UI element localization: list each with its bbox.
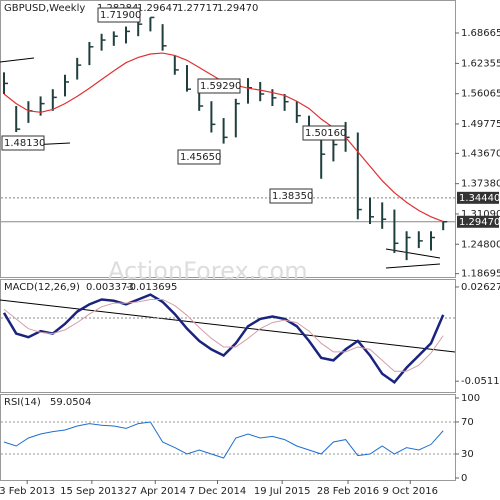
annotation-box bbox=[197, 78, 241, 94]
annotation: 1.71900 bbox=[100, 10, 141, 21]
y-tick-label: 1.43670 bbox=[461, 148, 500, 159]
trendline bbox=[0, 299, 456, 353]
y-tick-label: 1.56065 bbox=[461, 89, 500, 100]
annotation-box bbox=[1, 135, 45, 151]
y-tick-label: 1.31090 bbox=[461, 209, 500, 220]
annotation-box bbox=[302, 125, 346, 141]
y-tick-label: 0.026276 bbox=[461, 282, 500, 293]
x-tick-label: 15 Sep 2013 bbox=[60, 486, 123, 497]
annotation: 1.38350 bbox=[272, 191, 313, 202]
price-panel bbox=[0, 0, 456, 278]
y-tick-label: 0 bbox=[461, 473, 467, 484]
header-close: 1.29470 bbox=[217, 3, 258, 14]
macd-title: MACD(12,26,9) bbox=[4, 282, 80, 293]
annotation-box bbox=[97, 7, 141, 23]
y-tick-label: 1.49775 bbox=[461, 119, 500, 130]
annotation: 1.48130 bbox=[4, 138, 45, 149]
level-box bbox=[457, 215, 499, 228]
x-tick-label: 9 Oct 2016 bbox=[383, 486, 438, 497]
level-box bbox=[457, 191, 499, 204]
series-line bbox=[3, 421, 444, 459]
y-tick-label: 1.62355 bbox=[461, 58, 500, 69]
y-tick-label: -0.051137 bbox=[461, 376, 500, 387]
macd-value: 0.003373 bbox=[86, 282, 134, 293]
annotation-box bbox=[269, 188, 313, 204]
trendline bbox=[0, 57, 35, 63]
watermark: ActionForex.com bbox=[108, 257, 308, 285]
annotation-box bbox=[177, 149, 221, 165]
rsi-value: 59.0504 bbox=[50, 397, 91, 408]
header-low: 1.27717 bbox=[177, 3, 218, 14]
y-tick-label: 100 bbox=[461, 393, 480, 404]
y-tick-label: 1.68665 bbox=[461, 28, 500, 39]
x-tick-label: 3 Feb 2013 bbox=[0, 486, 55, 497]
annotation: 1.59290 bbox=[200, 81, 241, 92]
macd-panel bbox=[0, 279, 456, 393]
header-high: 1.29647 bbox=[137, 3, 178, 14]
y-tick-label: 70 bbox=[461, 417, 474, 428]
series-line bbox=[2, 293, 445, 384]
rsi-panel bbox=[0, 394, 456, 481]
x-tick-label: 19 Jul 2015 bbox=[254, 486, 311, 497]
chart-title: GBPUSD,Weekly bbox=[4, 3, 85, 14]
x-tick-label: 28 Feb 2016 bbox=[317, 486, 379, 497]
x-tick-label: 7 Dec 2014 bbox=[189, 486, 247, 497]
y-tick-label: 1.18695 bbox=[461, 269, 500, 280]
level-label: 1.29470 bbox=[459, 217, 500, 228]
annotation: 1.45650 bbox=[180, 152, 221, 163]
rsi-title: RSI(14) bbox=[4, 397, 41, 408]
level-label: 1.34440 bbox=[459, 193, 500, 204]
y-tick-label: 30 bbox=[461, 449, 474, 460]
y-tick-label: 1.24800 bbox=[461, 239, 500, 250]
y-tick-label: 1.37380 bbox=[461, 179, 500, 190]
trendline bbox=[385, 263, 441, 269]
series-line bbox=[3, 298, 444, 372]
x-tick-label: 27 Apr 2014 bbox=[124, 486, 186, 497]
signal-value: -0.013695 bbox=[126, 282, 177, 293]
annotation: 1.50160 bbox=[305, 128, 346, 139]
